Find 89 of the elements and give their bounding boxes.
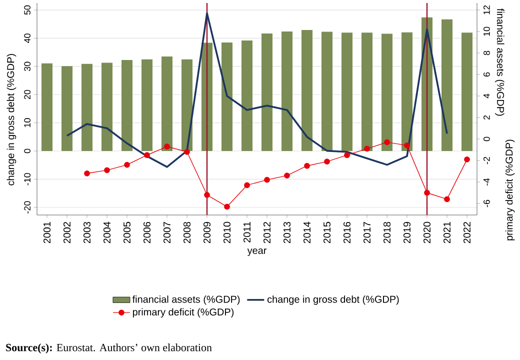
- y2-tick-label: -2: [484, 156, 490, 164]
- bar: [242, 40, 252, 152]
- x-tick-label: 2005: [123, 222, 131, 244]
- point: [404, 142, 410, 148]
- point: [124, 162, 130, 168]
- point: [384, 139, 390, 146]
- y-tick-label: -10: [24, 173, 30, 186]
- bar: [382, 34, 393, 152]
- x-tick-label: 2011: [243, 222, 251, 242]
- bar: [62, 66, 72, 152]
- y2-tick-label: 2: [484, 115, 490, 120]
- point: [244, 182, 250, 188]
- y2-tick-label: 8: [484, 50, 490, 56]
- x-tick-label: 2013: [283, 222, 291, 244]
- point: [204, 192, 210, 198]
- bar: [82, 64, 92, 152]
- point: [104, 167, 110, 174]
- x-tick-label: 2003: [83, 222, 91, 244]
- bar: [162, 56, 172, 152]
- y2-tick-label: 12: [484, 5, 490, 14]
- y-tick-label: 20: [24, 90, 30, 100]
- bar: [462, 32, 473, 152]
- x-tick-label: 2021: [443, 222, 451, 244]
- x-axis-title: year: [247, 248, 267, 256]
- bar: [102, 62, 112, 152]
- legend-label: change in gross debt (%GDP): [267, 296, 399, 305]
- bar: [442, 19, 453, 152]
- point: [284, 172, 290, 178]
- x-tick-label: 2007: [163, 222, 171, 244]
- y-axis-title: change in gross debt (%GDP): [6, 54, 16, 186]
- text: primary deficit (%GDP): [505, 140, 515, 240]
- point: [304, 162, 310, 169]
- bar: [122, 60, 132, 152]
- legend-label: financial assets (%GDP): [132, 296, 240, 305]
- x-tick-label: 2012: [263, 222, 271, 244]
- x-tick-label: 2004: [103, 222, 111, 244]
- bar: [182, 59, 192, 152]
- x-tick-label: 2015: [323, 222, 331, 244]
- y-tick-label: 50: [24, 5, 30, 15]
- y2-tick-label: 0: [484, 136, 490, 142]
- bar: [342, 32, 353, 152]
- text: Source(s): Eurostat. Authors’ own elaboration: [6, 344, 212, 354]
- bar: [322, 32, 333, 152]
- point: [464, 156, 470, 162]
- point: [144, 152, 150, 158]
- x-tick-label: 2020: [423, 222, 431, 244]
- y-tick-label: 30: [24, 62, 30, 72]
- y2-tick-label: 6: [484, 72, 490, 77]
- point: [444, 196, 450, 202]
- y-tick-label: 40: [24, 34, 30, 44]
- bar: [222, 42, 232, 152]
- bar: [362, 32, 373, 152]
- bar: [42, 63, 52, 152]
- point: [324, 158, 330, 165]
- x-tick-label: 2014: [303, 222, 311, 244]
- point: [364, 146, 370, 152]
- x-tick-label: 2010: [223, 222, 231, 244]
- point: [224, 204, 230, 210]
- point: [264, 176, 270, 183]
- y-tick-label: 10: [24, 118, 30, 128]
- bar: [402, 32, 413, 152]
- point: [424, 190, 430, 196]
- y2-tick-label: 4: [484, 94, 490, 98]
- x-tick-label: 2006: [143, 222, 151, 244]
- x-tick-label: 2022: [463, 222, 471, 244]
- y2-tick-label: -4: [484, 178, 490, 186]
- x-tick-label: 2002: [63, 222, 71, 244]
- point: [84, 170, 90, 176]
- y2-axis-title: financial assets (%GDP): [495, 8, 504, 116]
- legend-label: primary deficit (%GDP): [132, 308, 234, 318]
- x-tick-label: 2001: [43, 222, 51, 244]
- point: [344, 152, 350, 158]
- x-tick-label: 2009: [203, 222, 211, 244]
- x-tick-label: 2017: [363, 222, 371, 244]
- bar: [142, 59, 152, 152]
- bar: [302, 30, 313, 152]
- y-tick-label: -20: [24, 201, 30, 214]
- y2-tick-label: 10: [484, 26, 490, 36]
- point: [164, 144, 170, 150]
- line-series: [66, 12, 448, 168]
- y-tick-label: 0: [24, 148, 30, 154]
- x-tick-label: 2008: [183, 222, 191, 244]
- x-tick-label: 2019: [403, 222, 411, 244]
- x-tick-label: 2016: [343, 222, 351, 244]
- bar: [262, 33, 272, 152]
- y2-tick-label: -6: [484, 200, 490, 208]
- x-tick-label: 2018: [383, 222, 391, 244]
- point: [184, 148, 190, 155]
- bar: [282, 31, 293, 152]
